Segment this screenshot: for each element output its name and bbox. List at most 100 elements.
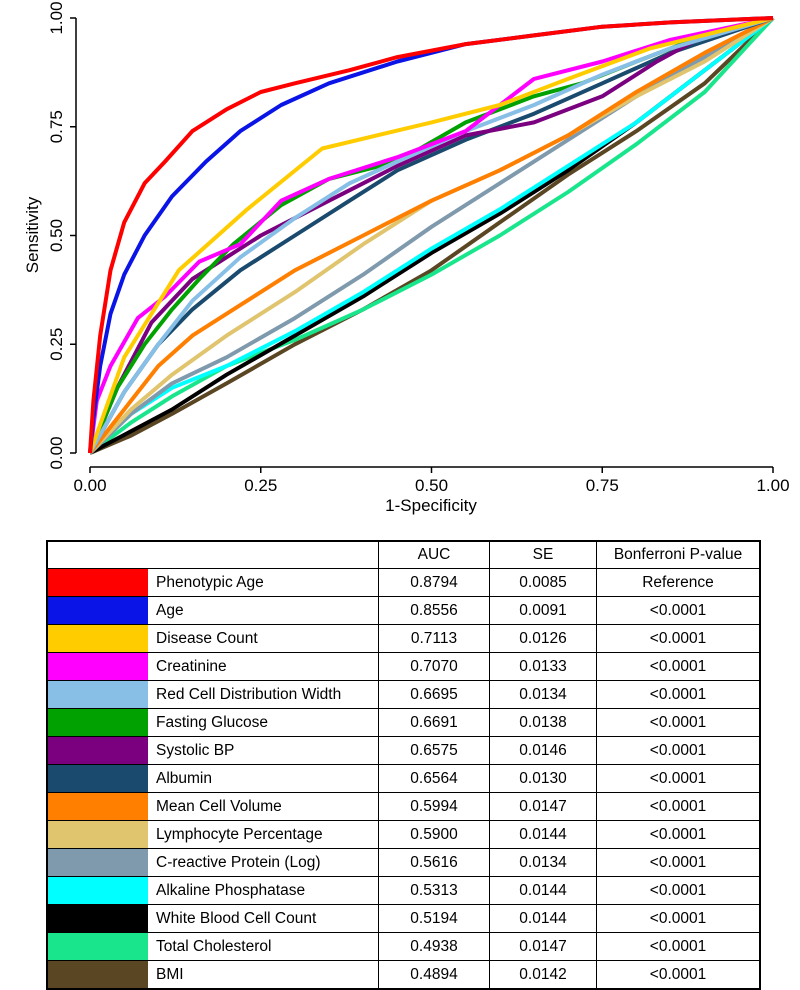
legend-color-swatch xyxy=(48,597,148,625)
chart-axes: 0.00 0.25 0.50 0.75 1.00 0.00 0.25 0.50 0.75 1.00 xyxy=(47,1,790,495)
legend-pvalue: <0.0001 xyxy=(596,708,761,738)
legend-auc-value: 0.5900 xyxy=(378,820,490,850)
roc-curve-age xyxy=(88,16,774,454)
legend-pvalue: <0.0001 xyxy=(596,848,761,878)
legend-pvalue: <0.0001 xyxy=(596,596,761,626)
legend-auc-value: 0.4938 xyxy=(378,932,490,962)
legend-auc-value: 0.6691 xyxy=(378,708,490,738)
legend-pvalue: <0.0001 xyxy=(596,876,761,906)
legend-row: Alkaline Phosphatase 0.5313 0.0144 <0.0001 xyxy=(46,876,761,906)
legend-variable-name: Disease Count xyxy=(148,624,379,654)
roc-curve-bmi xyxy=(89,16,775,455)
legend-variable-name: Total Cholesterol xyxy=(148,932,379,962)
x-axis-label: 1-Specificity xyxy=(385,496,477,515)
roc-curve-c-reactive-protein-log xyxy=(88,16,774,455)
legend-row: Age 0.8556 0.0091 <0.0001 xyxy=(46,596,761,626)
legend-header-se: SE xyxy=(489,540,597,570)
legend-se-value: 0.0144 xyxy=(489,820,597,850)
legend-auc-value: 0.6575 xyxy=(378,736,490,766)
legend-row: White Blood Cell Count 0.5194 0.0144 <0.000… xyxy=(46,904,761,934)
legend-color-swatch xyxy=(48,737,148,765)
y-tick-label: 0.50 xyxy=(47,219,66,252)
legend-row: Creatinine 0.7070 0.0133 <0.0001 xyxy=(46,652,761,682)
legend-variable-name: White Blood Cell Count xyxy=(148,904,379,934)
y-tick-label: 1.00 xyxy=(47,1,66,34)
y-tick-label: 0.00 xyxy=(47,436,66,469)
legend-swatch-cell xyxy=(46,960,148,990)
legend-swatch-cell xyxy=(46,568,148,598)
legend-auc-value: 0.6564 xyxy=(378,764,490,794)
legend-color-swatch xyxy=(48,625,148,653)
x-tick-label: 1.00 xyxy=(756,476,789,495)
legend-variable-name: Systolic BP xyxy=(148,736,379,766)
legend-row: Lymphocyte Percentage 0.5900 0.0144 <0.0001 xyxy=(46,820,761,850)
legend-row: Systolic BP 0.6575 0.0146 <0.0001 xyxy=(46,736,761,766)
roc-curve-alkaline-phosphatase xyxy=(88,16,775,455)
legend-auc-value: 0.5313 xyxy=(378,876,490,906)
legend-row: Red Cell Distribution Width 0.6695 0.0134 <… xyxy=(46,680,761,710)
roc-curve-total-cholesterol xyxy=(88,16,775,455)
legend-auc-value: 0.7113 xyxy=(378,624,490,654)
roc-curve-albumin xyxy=(88,16,774,454)
legend-row: Mean Cell Volume 0.5994 0.0147 <0.0001 xyxy=(46,792,761,822)
legend-swatch-cell xyxy=(46,848,148,878)
legend-variable-name: BMI xyxy=(148,960,379,990)
legend-se-value: 0.0144 xyxy=(489,876,597,906)
legend-swatch-cell xyxy=(46,876,148,906)
y-tick-label: 0.75 xyxy=(47,110,66,143)
legend-se-value: 0.0085 xyxy=(489,568,597,598)
legend-swatch-cell xyxy=(46,652,148,682)
roc-curve-red-cell-distribution-width xyxy=(88,16,774,454)
legend-variable-name: Fasting Glucose xyxy=(148,708,379,738)
legend-color-swatch xyxy=(48,905,148,933)
legend-swatch-cell xyxy=(46,932,148,962)
x-tick-label: 0.75 xyxy=(586,476,619,495)
legend-color-swatch xyxy=(48,849,148,877)
legend-swatch-cell xyxy=(46,904,148,934)
legend-se-value: 0.0142 xyxy=(489,960,597,990)
legend-body: Phenotypic Age 0.8794 0.0085 Reference Age 0.… xyxy=(46,568,761,990)
legend-auc-value: 0.5616 xyxy=(378,848,490,878)
legend-header-pvalue: Bonferroni P-value xyxy=(596,540,761,570)
legend-swatch-cell xyxy=(46,680,148,710)
legend-variable-name: Alkaline Phosphatase xyxy=(148,876,379,906)
legend-row: Total Cholesterol 0.4938 0.0147 <0.0001 xyxy=(46,932,761,962)
legend-swatch-cell xyxy=(46,820,148,850)
legend-pvalue: <0.0001 xyxy=(596,932,761,962)
legend-row: Albumin 0.6564 0.0130 <0.0001 xyxy=(46,764,761,794)
legend-swatch-cell xyxy=(46,792,148,822)
legend-pvalue: <0.0001 xyxy=(596,736,761,766)
legend-pvalue: Reference xyxy=(596,568,761,598)
roc-chart: 0.00 0.25 0.50 0.75 1.00 0.00 0.25 0.50 0.75 1.00… xyxy=(23,1,790,515)
legend-se-value: 0.0130 xyxy=(489,764,597,794)
legend-swatch-cell xyxy=(46,596,148,626)
roc-curve-disease-count xyxy=(88,16,774,454)
legend-se-value: 0.0144 xyxy=(489,904,597,934)
legend-auc-value: 0.8794 xyxy=(378,568,490,598)
roc-curve-creatinine xyxy=(88,16,774,454)
legend-pvalue: <0.0001 xyxy=(596,764,761,794)
legend-se-value: 0.0134 xyxy=(489,848,597,878)
x-tick-label: 0.00 xyxy=(73,476,106,495)
legend-se-value: 0.0147 xyxy=(489,792,597,822)
roc-curve-white-blood-cell-count xyxy=(89,16,775,455)
legend-swatch-cell xyxy=(46,624,148,654)
legend-auc-value: 0.7070 xyxy=(378,652,490,682)
legend-variable-name: Phenotypic Age xyxy=(148,568,379,598)
y-axis-label: Sensitivity xyxy=(23,196,42,273)
legend-se-value: 0.0146 xyxy=(489,736,597,766)
legend-color-swatch xyxy=(48,821,148,849)
legend-pvalue: <0.0001 xyxy=(596,960,761,990)
auc-legend-table: AUC SE Bonferroni P-value Phenotypic Age… xyxy=(46,540,761,990)
legend-se-value: 0.0147 xyxy=(489,932,597,962)
legend-variable-name: Creatinine xyxy=(148,652,379,682)
x-tick-label: 0.25 xyxy=(244,476,277,495)
legend-auc-value: 0.4894 xyxy=(378,960,490,990)
y-tick-label: 0.25 xyxy=(47,328,66,361)
roc-curve-fasting-glucose xyxy=(88,16,774,454)
legend-variable-name: C-reactive Protein (Log) xyxy=(148,848,379,878)
legend-color-swatch xyxy=(48,961,148,989)
legend-pvalue: <0.0001 xyxy=(596,820,761,850)
legend-auc-value: 0.5994 xyxy=(378,792,490,822)
legend-color-swatch xyxy=(48,877,148,905)
